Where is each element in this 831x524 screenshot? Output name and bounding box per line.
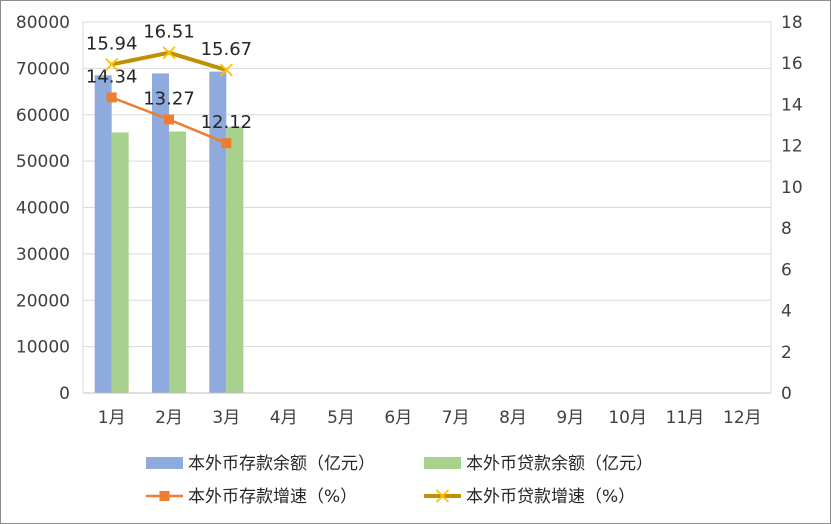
y-right-tick-label: 0 [781, 384, 792, 404]
x-tick-label: 9月 [556, 408, 584, 428]
bar [152, 73, 169, 393]
bar [226, 126, 244, 394]
line-point [221, 138, 232, 149]
x-tick-label: 4月 [270, 408, 298, 428]
y-right-tick-label: 2 [781, 343, 792, 363]
x-tick-label: 11月 [666, 408, 705, 428]
y-right-tick-label: 8 [781, 219, 792, 239]
y-left-tick-label: 50000 [16, 152, 70, 172]
bar [111, 132, 129, 393]
y-right-tick-label: 12 [781, 137, 803, 157]
y-right-tick-label: 4 [781, 302, 792, 322]
legend-marker [435, 489, 450, 503]
y-right-tick-label: 10 [781, 178, 803, 198]
data-label: 13.27 [143, 88, 195, 109]
y-left-tick-label: 80000 [16, 13, 70, 33]
x-tick-label: 7月 [442, 408, 470, 428]
bar [169, 131, 186, 393]
y-left-tick-label: 0 [59, 384, 70, 404]
y-right-tick-label: 16 [781, 54, 803, 74]
bar [94, 75, 112, 394]
legend-label: 本外币贷款余额（亿元） [466, 454, 653, 474]
data-label: 16.51 [143, 22, 195, 43]
data-label: 15.94 [86, 33, 138, 54]
x-tick-label: 2月 [155, 408, 183, 428]
y-left-tick-label: 20000 [16, 291, 70, 311]
bar [209, 71, 227, 393]
x-tick-label: 8月 [499, 408, 527, 428]
x-tick-label: 1月 [98, 408, 126, 428]
legend-marker [159, 491, 170, 501]
x-tick-label: 5月 [327, 408, 355, 428]
x-tick-label: 3月 [212, 408, 240, 428]
line-point [219, 63, 233, 77]
x-tick-label: 6月 [384, 408, 412, 428]
legend-swatch [424, 457, 461, 469]
line-point [162, 46, 176, 60]
x-tick-label: 12月 [723, 408, 762, 428]
y-right-tick-label: 18 [781, 13, 803, 33]
line-point [105, 57, 119, 72]
data-label: 15.67 [201, 39, 253, 60]
legend-label: 本外币存款余额（亿元） [188, 454, 375, 474]
y-left-tick-label: 10000 [16, 338, 70, 358]
y-left-tick-label: 70000 [16, 59, 70, 79]
y-left-tick-label: 40000 [16, 199, 70, 219]
data-label: 12.12 [201, 112, 253, 133]
y-left-tick-label: 30000 [16, 245, 70, 265]
data-label: 14.34 [86, 66, 138, 87]
legend-label: 本外币存款增速（%） [188, 487, 357, 507]
line-point [106, 92, 117, 103]
legend-label: 本外币贷款增速（%） [466, 487, 635, 507]
line-point [164, 114, 174, 125]
x-tick-label: 10月 [608, 408, 647, 428]
y-right-tick-label: 6 [781, 260, 792, 280]
y-right-tick-label: 14 [781, 95, 803, 115]
legend-swatch [146, 457, 183, 469]
y-left-tick-label: 60000 [16, 106, 70, 126]
